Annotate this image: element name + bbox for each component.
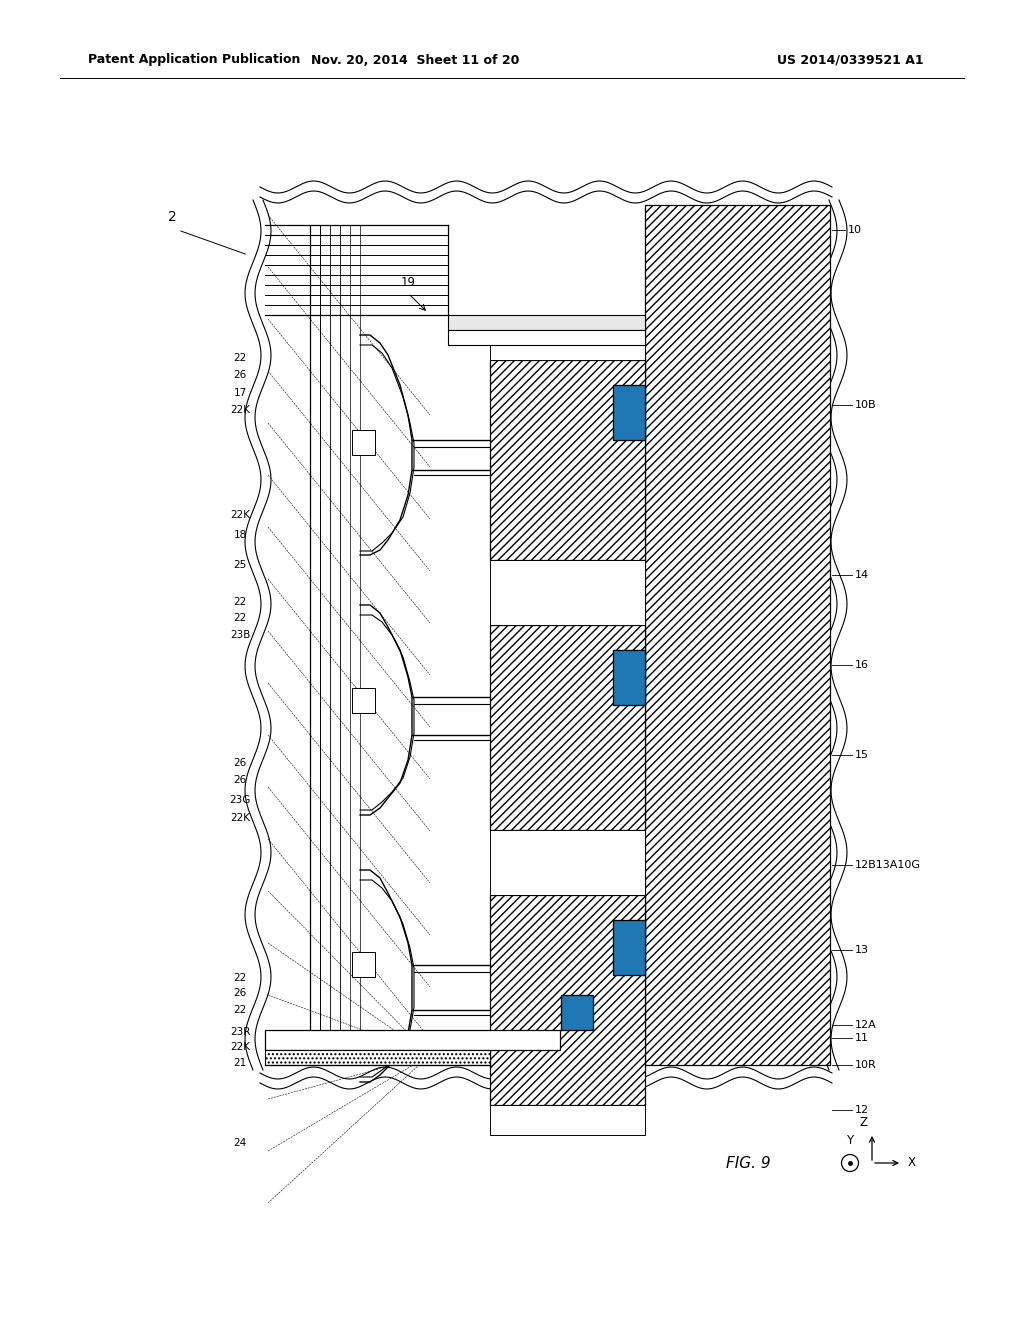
Text: X: X: [908, 1156, 916, 1170]
Bar: [490, 830, 645, 895]
Text: 12B13A10G: 12B13A10G: [855, 861, 921, 870]
Text: 22K: 22K: [230, 510, 250, 520]
Text: 22: 22: [233, 612, 247, 623]
Text: 23G: 23G: [229, 795, 251, 805]
Text: 22K: 22K: [230, 405, 250, 414]
Text: 23R: 23R: [229, 1027, 250, 1038]
Text: 10B: 10B: [855, 400, 877, 411]
Text: 16: 16: [855, 660, 869, 671]
Bar: [449, 330, 645, 345]
Text: 26: 26: [233, 758, 247, 768]
Text: 26: 26: [233, 775, 247, 785]
Bar: [490, 1105, 645, 1135]
Text: 25: 25: [233, 560, 247, 570]
Text: 19: 19: [400, 276, 416, 289]
Bar: [265, 1049, 490, 1065]
Text: US 2014/0339521 A1: US 2014/0339521 A1: [776, 54, 924, 66]
Text: 2: 2: [168, 210, 177, 224]
Text: Nov. 20, 2014  Sheet 11 of 20: Nov. 20, 2014 Sheet 11 of 20: [311, 54, 519, 66]
Bar: [490, 360, 645, 560]
Bar: [490, 895, 645, 1105]
Bar: [490, 624, 645, 830]
Text: 10: 10: [848, 224, 862, 235]
Text: 22: 22: [233, 973, 247, 983]
Bar: [613, 920, 645, 975]
Text: Z: Z: [860, 1117, 868, 1130]
Bar: [613, 385, 645, 440]
Text: 24: 24: [233, 1138, 247, 1148]
Bar: [490, 330, 645, 360]
Text: 18: 18: [233, 531, 247, 540]
Text: FIG. 9: FIG. 9: [726, 1155, 770, 1171]
Bar: [613, 920, 645, 975]
Bar: [265, 1030, 560, 1049]
Text: Patent Application Publication: Patent Application Publication: [88, 54, 300, 66]
Text: Y: Y: [847, 1134, 854, 1147]
Bar: [561, 995, 593, 1030]
Bar: [561, 995, 593, 1030]
Bar: [613, 649, 645, 705]
Bar: [352, 952, 375, 977]
Text: 26: 26: [233, 987, 247, 998]
Text: 21: 21: [233, 1059, 247, 1068]
Text: 22: 22: [233, 1005, 247, 1015]
Bar: [352, 430, 375, 455]
Bar: [490, 560, 645, 624]
Text: 10R: 10R: [855, 1060, 877, 1071]
Bar: [613, 385, 645, 440]
Text: 15: 15: [855, 750, 869, 760]
Text: 11: 11: [855, 1034, 869, 1043]
Text: 13: 13: [855, 945, 869, 954]
Text: 26: 26: [233, 370, 247, 380]
Text: 22: 22: [233, 352, 247, 363]
Bar: [352, 688, 375, 713]
Text: 17: 17: [233, 388, 247, 399]
Text: 12A: 12A: [855, 1020, 877, 1030]
Bar: [613, 649, 645, 705]
Text: 12: 12: [855, 1105, 869, 1115]
Text: 23B: 23B: [229, 630, 250, 640]
Bar: [449, 315, 645, 330]
Text: 14: 14: [855, 570, 869, 579]
Text: 22K: 22K: [230, 1041, 250, 1052]
Text: 22K: 22K: [230, 813, 250, 822]
Text: 22: 22: [233, 597, 247, 607]
Bar: [645, 205, 830, 1065]
